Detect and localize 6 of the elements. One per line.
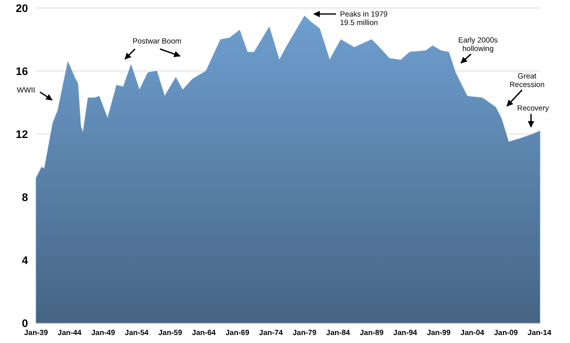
y-tick-label: 20 <box>16 2 28 15</box>
y-tick-label: 12 <box>16 128 28 141</box>
y-tick-label: 16 <box>16 66 28 78</box>
y-tick-label: 4 <box>22 254 29 267</box>
y-tick-label: 8 <box>22 192 28 204</box>
y-tick-label: 0 <box>22 318 28 330</box>
